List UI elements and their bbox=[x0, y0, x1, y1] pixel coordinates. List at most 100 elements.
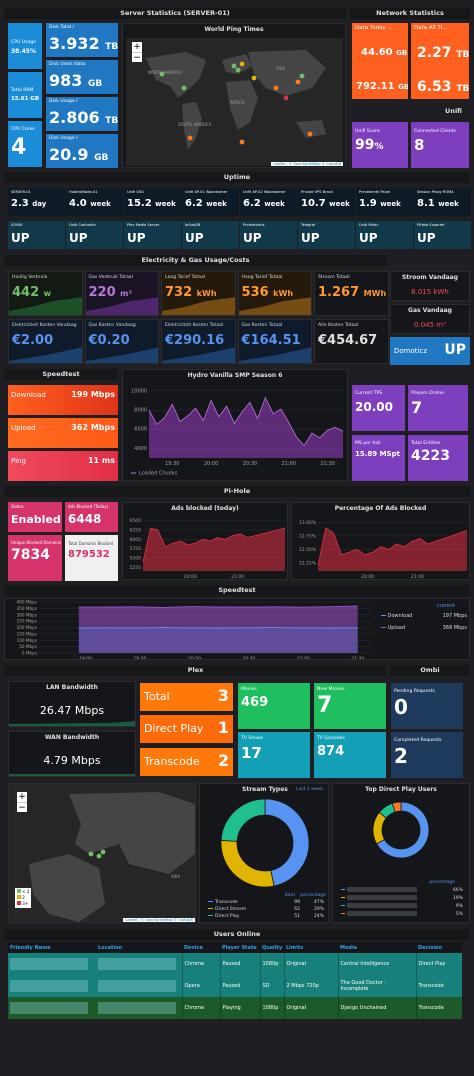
ping-marker[interactable] bbox=[159, 71, 165, 77]
hydro-chart-panel[interactable]: Hydro Vanilla SMP Season 6 4000 6000 8000 1… bbox=[122, 369, 348, 481]
ombi-header[interactable]: Ombi bbox=[390, 665, 470, 676]
table-row[interactable]: Chrome Paused 1080p Original Central Intelli… bbox=[8, 953, 462, 975]
top-users-donut[interactable] bbox=[371, 800, 431, 860]
players-online-tile[interactable]: Players Online 7 bbox=[408, 385, 468, 431]
energy-tile[interactable]: Elektriciteit Kosten Vandaag €2.00 bbox=[8, 319, 83, 364]
column-header[interactable]: Quality bbox=[262, 944, 283, 951]
pct-blocked-chart-panel[interactable]: Percentage Of Ads Blocked 12.25% 12.50% 12… bbox=[291, 502, 470, 580]
hydro-chart[interactable]: 4000 6000 8000 10000 19:30 20:00 20:30 21:00 21:… bbox=[123, 382, 348, 480]
ads-blocked-chart-panel[interactable]: Ads blocked (today) 5250 5500 5750 6000 6250… bbox=[122, 502, 288, 580]
uptime-tile[interactable]: SERVER-01 2.3 day bbox=[8, 188, 65, 216]
ombi-pending-tile[interactable]: Pending Requests 0 bbox=[391, 683, 463, 729]
uptime-tile[interactable]: Unifi AP-01 Woonkamer 6.2 week bbox=[182, 188, 239, 216]
cpu-cores-tile[interactable]: CPU Cores 4 bbox=[8, 121, 42, 167]
top-users-col-pct[interactable]: percentage bbox=[429, 880, 455, 885]
pihole-status-tile[interactable]: Status Enabled bbox=[8, 502, 62, 532]
uptime-tile[interactable]: Unifi AP-02 Woonkamer 6.2 week bbox=[240, 188, 297, 216]
service-status-tile[interactable]: Unifi Controller UP bbox=[66, 221, 123, 249]
data-today-tile[interactable]: Data Today ... 44.60 GB 792.11 GB bbox=[352, 23, 408, 99]
disk-usage-tile[interactable]: Disk Usage / 2.806 TB bbox=[46, 97, 118, 131]
current-tps-tile[interactable]: Current TPS 20.00 bbox=[352, 385, 405, 431]
download-tile[interactable]: Download 199 Mbps bbox=[8, 385, 118, 415]
plex-direct-play-tile[interactable]: Direct Play 1 bbox=[140, 715, 233, 743]
stream-col-pct[interactable]: percentage bbox=[300, 893, 326, 898]
series-line[interactable] bbox=[142, 527, 286, 562]
plex-map-panel[interactable]: ASIA + − < 2 2 3+ Leaflet | © OpenStreet… bbox=[8, 783, 196, 923]
hydro-legend-label[interactable]: Loaded Chunks bbox=[139, 471, 178, 477]
plex-movies-tile[interactable]: Movies 469 bbox=[238, 683, 310, 729]
ping-marker[interactable] bbox=[239, 139, 245, 145]
plex-map-attribution[interactable]: Leaflet | © OpenStreetMap © CartoDB bbox=[123, 918, 195, 922]
ping-marker[interactable] bbox=[181, 85, 187, 91]
stream-type-row[interactable]: Direct Stream 62 29% bbox=[208, 906, 326, 913]
plex-header[interactable]: Plex bbox=[4, 665, 387, 676]
disk-usage-data-tile[interactable]: Disk Usage / 20.9 GB bbox=[46, 134, 118, 168]
stream-col-total[interactable]: total bbox=[284, 893, 295, 898]
ping-marker[interactable] bbox=[299, 73, 305, 79]
uptime-tile[interactable]: Unifi USG 15.2 week bbox=[124, 188, 181, 216]
column-header[interactable]: Media bbox=[340, 944, 358, 951]
uptime-tile[interactable]: Private VPS Brasil 10.7 week bbox=[298, 188, 355, 216]
ping-tile[interactable]: Ping 11 ms bbox=[8, 451, 118, 481]
ads-blocked-chart[interactable]: 5250 5500 5750 6000 6250 6500 20:00 21:00 bbox=[123, 513, 288, 579]
service-status-tile[interactable]: Plex Media Server UP bbox=[124, 221, 181, 249]
speedtest-header[interactable]: Speedtest bbox=[4, 369, 118, 380]
world-ping-panel[interactable]: World Ping Times NORTH AMERICA AFRICA AS… bbox=[122, 23, 346, 168]
pie-slice[interactable] bbox=[264, 798, 310, 887]
column-header[interactable]: Decision bbox=[418, 944, 442, 951]
unique-blocked-tile[interactable]: Unique Blocked Domains 7834 bbox=[8, 535, 62, 581]
stream-location-marker[interactable] bbox=[100, 849, 106, 855]
pie-slice[interactable] bbox=[372, 811, 387, 845]
top-user-row[interactable]: 19% bbox=[341, 895, 465, 903]
stream-type-row[interactable]: Direct Play 51 24% bbox=[208, 913, 326, 920]
top-user-row[interactable]: 66% bbox=[341, 887, 465, 895]
stream-location-marker[interactable] bbox=[96, 853, 102, 859]
plex-new-movies-tile[interactable]: New Movies 7 bbox=[314, 683, 386, 729]
energy-tile[interactable]: Hoog Tarief Totaal 536 kWh bbox=[237, 271, 312, 316]
domoticz-tile[interactable]: Domoticz UP bbox=[390, 337, 470, 365]
legend-upload-row[interactable]: Upload 368 Mbps bbox=[381, 625, 467, 631]
column-header[interactable]: Device bbox=[184, 944, 203, 951]
pihole-header[interactable]: Pi-Hole bbox=[4, 486, 470, 497]
wan-bandwidth-panel[interactable]: WAN Bandwidth 4.79 Mbps bbox=[8, 731, 136, 777]
table-row[interactable]: Chrome Playing 1080p Original Django Unchain… bbox=[8, 997, 462, 1019]
gas-vandaag-panel[interactable]: Gas Vandaag 0.045 m³ bbox=[390, 304, 470, 334]
ping-marker[interactable] bbox=[283, 95, 289, 101]
service-status-tile[interactable]: SONIX UP bbox=[8, 221, 65, 249]
total-entities-tile[interactable]: Total Entities 4223 bbox=[408, 435, 468, 481]
loaded-chunks-line[interactable] bbox=[148, 396, 344, 447]
table-row[interactable]: Opera Paused SD 2 Mbps 720p The Good Doctor … bbox=[8, 975, 462, 997]
stroom-vandaag-panel[interactable]: Stroom Vandaag 8.015 kWh bbox=[390, 271, 470, 301]
ping-marker[interactable] bbox=[239, 61, 245, 67]
top-user-row[interactable]: 5% bbox=[341, 911, 465, 919]
ping-marker[interactable] bbox=[231, 63, 237, 69]
electricity-header[interactable]: Electricity & Gas Usage/Costs bbox=[4, 255, 387, 266]
upload-tile[interactable]: Upload 362 Mbps bbox=[8, 418, 118, 448]
speedtest-chart-panel[interactable]: 0 Mbps 50 Mbps 100 Mbps 150 Mbps 200 Mbps 250… bbox=[4, 598, 470, 660]
total-ram-tile[interactable]: Total RAM 15.61 GB bbox=[8, 72, 42, 118]
energy-tile[interactable]: Gas Kosten Totaal €164.51 bbox=[237, 319, 312, 364]
speed-series-line[interactable] bbox=[78, 627, 358, 629]
disk-used-tile[interactable]: Disk Used /data 983 GB bbox=[46, 60, 118, 94]
speedtest2-header[interactable]: Speedtest bbox=[4, 585, 470, 596]
plex-map-zoom-out-button[interactable]: − bbox=[17, 802, 27, 813]
energy-tile[interactable]: Laag Tarief Totaal 732 kWh bbox=[161, 271, 236, 316]
map-zoom-in-button[interactable]: + bbox=[132, 42, 142, 52]
ping-marker[interactable] bbox=[251, 75, 257, 81]
pie-slice[interactable] bbox=[220, 798, 266, 842]
pie-slice[interactable] bbox=[391, 801, 402, 813]
map-zoom-out-button[interactable]: − bbox=[132, 52, 142, 63]
stream-location-marker[interactable] bbox=[88, 851, 94, 857]
service-status-tile[interactable]: InfluxDB UP bbox=[182, 221, 239, 249]
top-user-row[interactable]: 9% bbox=[341, 903, 465, 911]
service-status-tile[interactable]: PiHole Exporter UP bbox=[414, 221, 471, 249]
speed-series-line[interactable] bbox=[78, 605, 358, 608]
column-header[interactable]: Player State bbox=[222, 944, 257, 951]
stream-type-row[interactable]: Transcode 99 47% bbox=[208, 899, 326, 906]
energy-tile[interactable]: Gas Kosten Vandaag €0.20 bbox=[84, 319, 159, 364]
uptime-tile[interactable]: HubitatNode-01 4.0 week bbox=[66, 188, 123, 216]
ping-marker[interactable] bbox=[307, 131, 313, 137]
service-status-tile[interactable]: Prometheus UP bbox=[240, 221, 297, 249]
energy-tile[interactable]: Gas Verbruik Totaal 220 m³ bbox=[84, 271, 159, 316]
plex-map-zoom-in-button[interactable]: + bbox=[17, 792, 27, 802]
